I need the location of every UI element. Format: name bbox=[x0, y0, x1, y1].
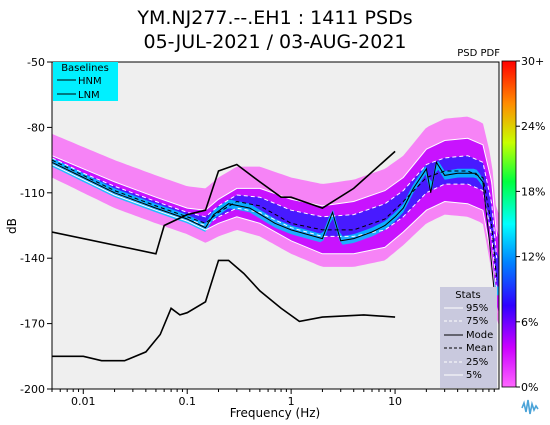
legend-entry-p95: 95% bbox=[466, 303, 488, 314]
y-tick-label: -50 bbox=[27, 56, 45, 69]
y-tick-label: -200 bbox=[20, 383, 45, 396]
y-axis: -50 -80 -110 -140 -170 -200 bbox=[20, 56, 52, 396]
x-tick-label: 0.01 bbox=[71, 395, 96, 408]
waveform-logo-icon bbox=[521, 399, 539, 415]
stat-line-p75 bbox=[52, 155, 498, 259]
legend-entry-mean: Mean bbox=[466, 343, 493, 354]
colorbar-ticks: 30+ 24% 18% 12% 6% 0% bbox=[516, 55, 545, 394]
legend-entry-hnm: HNM bbox=[78, 76, 102, 87]
x-tick-label: 10 bbox=[388, 395, 402, 408]
legend-entry-mode: Mode bbox=[466, 330, 493, 341]
colorbar-label: PSD PDF bbox=[457, 48, 500, 59]
chart-subtitle: 05-JUL-2021 / 03-AUG-2021 bbox=[144, 31, 407, 53]
pdf-band-mode bbox=[52, 157, 499, 296]
colorbar-tick-label: 24% bbox=[521, 120, 545, 133]
stat-line-mean bbox=[52, 159, 498, 281]
colorbar-tick-label: 30+ bbox=[521, 55, 544, 68]
colorbar-tick-label: 0% bbox=[521, 381, 538, 394]
y-tick-label: -140 bbox=[20, 252, 45, 265]
colorbar-tick-label: 6% bbox=[521, 316, 538, 329]
x-tick-label: 1 bbox=[288, 395, 295, 408]
pdf-band-25-75 bbox=[52, 155, 499, 291]
y-tick-label: -80 bbox=[27, 121, 45, 134]
chart-title: YM.NJ277.--.EH1 : 1411 PSDs bbox=[136, 7, 412, 29]
legend-entry-p5: 5% bbox=[466, 370, 482, 381]
legend-entry-p25: 25% bbox=[466, 357, 488, 368]
stats-legend-title: Stats bbox=[455, 290, 481, 301]
baselines-legend: Baselines HNM LNM bbox=[53, 62, 118, 101]
baseline-lines-layer bbox=[52, 150, 396, 362]
stats-legend: Stats 95% 75% Mode Mean 25% 5% bbox=[440, 287, 497, 388]
stat-line-mode bbox=[52, 160, 495, 291]
stat-line-p5 bbox=[52, 164, 498, 313]
x-tick-label: 0.1 bbox=[178, 395, 196, 408]
colorbar bbox=[501, 60, 517, 388]
baseline-hnm bbox=[52, 150, 396, 255]
x-axis-label: Frequency (Hz) bbox=[230, 406, 321, 420]
pdf-density-layer bbox=[52, 116, 499, 326]
y-tick-label: -170 bbox=[20, 318, 45, 331]
colorbar-tick-label: 18% bbox=[521, 185, 545, 198]
colorbar-tick-label: 12% bbox=[521, 251, 545, 264]
baselines-legend-title: Baselines bbox=[61, 63, 109, 74]
x-axis: 0.01 0.1 1 10 bbox=[51, 389, 495, 408]
baseline-lnm bbox=[52, 259, 396, 362]
legend-entry-lnm: LNM bbox=[78, 90, 100, 101]
y-axis-label: dB bbox=[5, 218, 19, 234]
y-tick-label: -110 bbox=[20, 187, 45, 200]
legend-entry-p75: 75% bbox=[466, 316, 488, 327]
